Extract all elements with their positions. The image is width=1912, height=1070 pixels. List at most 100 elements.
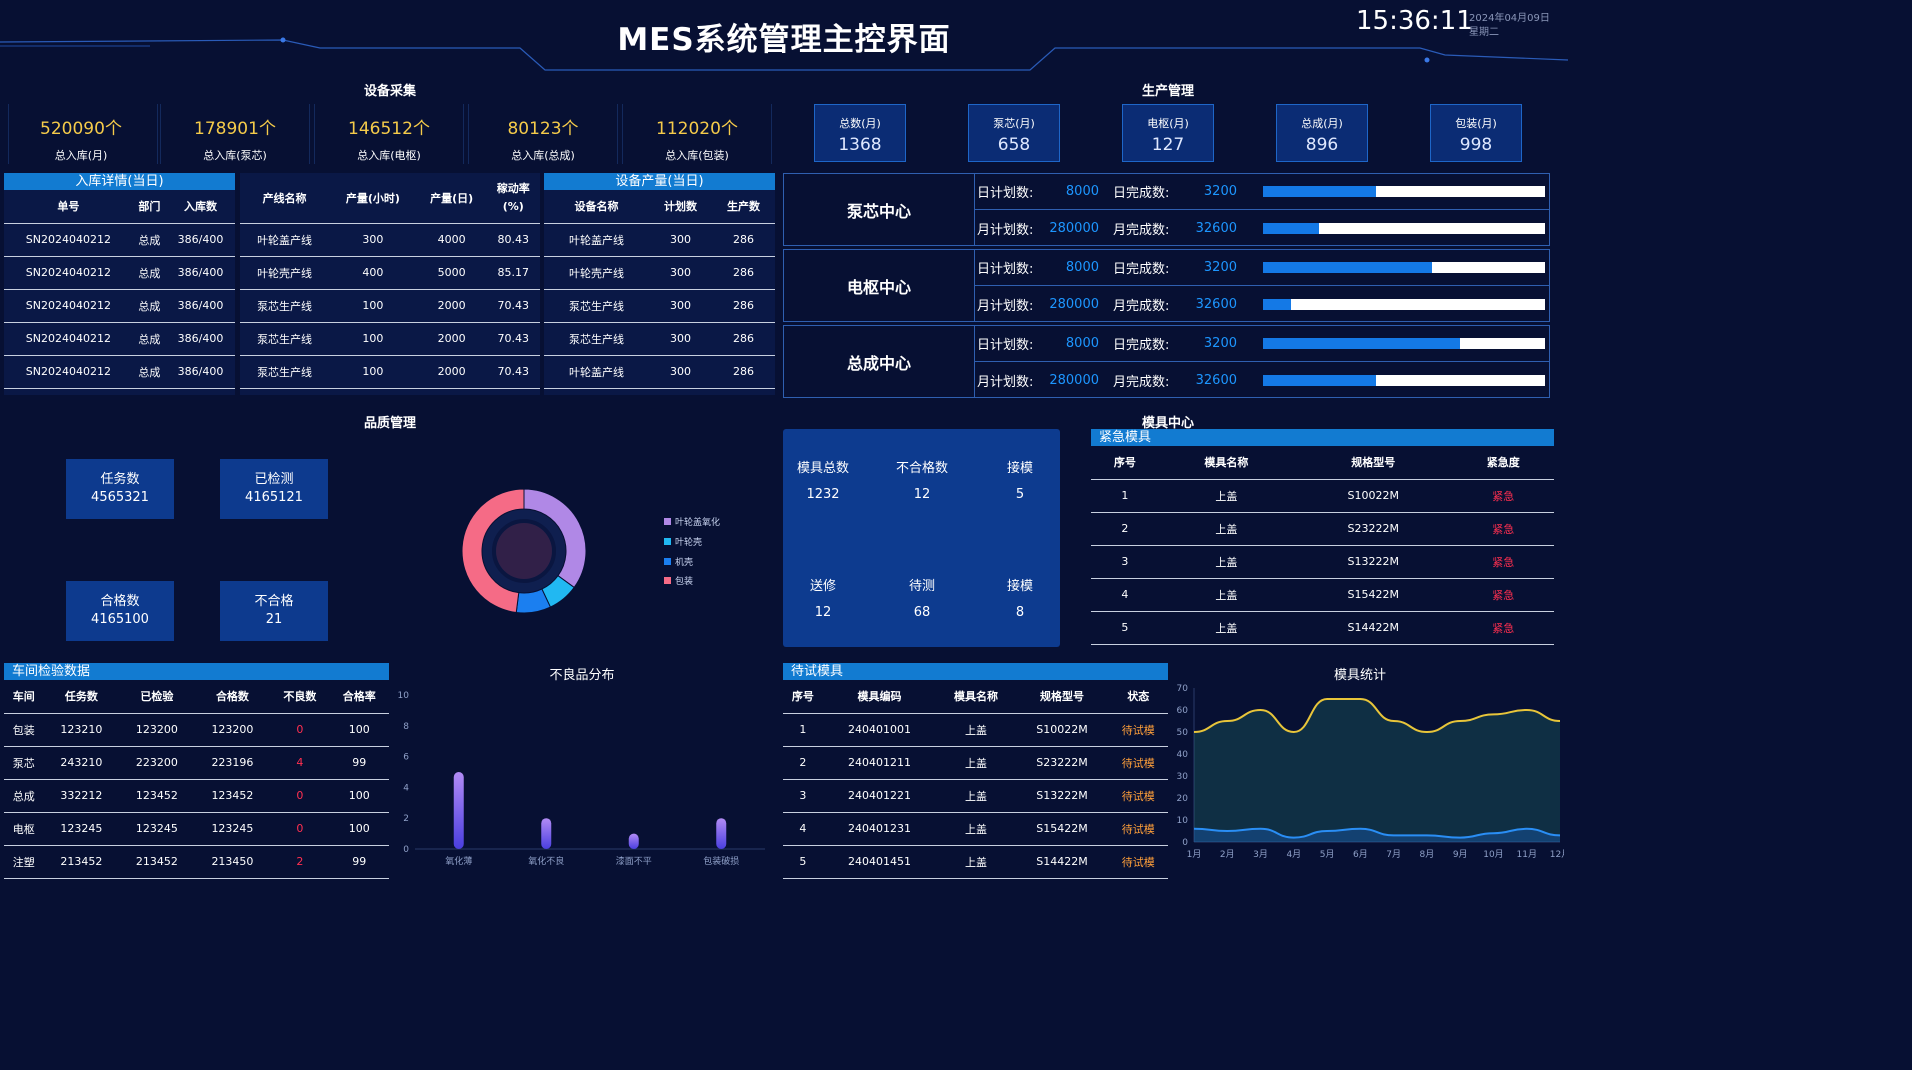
production-section-title: 生产管理 (1141, 84, 1194, 99)
cell: 上盖 (936, 845, 1016, 879)
cell: 泵芯生产线 (240, 322, 330, 356)
table-row[interactable]: 泵芯生产线 100 2000 70.43 (240, 355, 540, 389)
table-row[interactable]: SN2024040212 总成 386/400 (4, 355, 235, 389)
table-row[interactable]: 5 上盖 S14422M 紧急 (1091, 611, 1554, 645)
pending-molds-table: 序号 模具编码 模具名称 规格型号 状态 1 240401001 上盖 S10022M 待试模 … (783, 680, 1168, 879)
cell: 223196 (194, 746, 271, 780)
cell: 3 (783, 779, 823, 813)
production-box-label: 泵芯(月) (993, 117, 1035, 130)
x-tick-label: 8月 (1420, 849, 1435, 860)
x-tick-label: 7月 (1386, 849, 1401, 860)
mold-cell-label: 接模 (1006, 461, 1033, 476)
quality-box: 已检测 4165121 (220, 459, 328, 519)
table-row[interactable]: SN2024040212 总成 386/400 (4, 256, 235, 290)
cell: 上盖 (936, 779, 1016, 813)
progress-fill (1263, 338, 1461, 349)
table-row[interactable]: 1 240401001 上盖 S10022M 待试模 (783, 713, 1168, 747)
x-tick-label: 包装破损 (703, 855, 739, 867)
column-header: 合格率 (329, 680, 389, 714)
table-row[interactable]: 2 240401211 上盖 S23222M 待试模 (783, 746, 1168, 780)
legend-item[interactable]: 包装 (664, 574, 693, 587)
cell: 300 (649, 256, 712, 290)
column-header: 部门 (132, 190, 166, 224)
cell: 泵芯 (4, 746, 44, 780)
table-row[interactable]: 泵芯生产线 100 2000 70.43 (240, 322, 540, 356)
table-row[interactable]: 叶轮盖产线 300 286 (544, 223, 775, 257)
cell: 243210 (43, 746, 120, 780)
table-row[interactable]: 叶轮壳产线 400 5000 85.17 (240, 256, 540, 290)
table-row[interactable]: 泵芯生产线 100 2000 70.43 (240, 289, 540, 323)
production-box-label: 总数(月) (839, 117, 881, 130)
table-row[interactable]: 5 240401451 上盖 S14422M 待试模 (783, 845, 1168, 879)
defect-count: 4 (270, 746, 330, 780)
cell: 叶轮壳产线 (544, 256, 649, 290)
bar[interactable] (716, 818, 727, 849)
legend-item[interactable]: 叶轮壳 (664, 535, 702, 548)
cell: 上盖 (1158, 545, 1295, 579)
table-row[interactable]: 总成 332212 123452 123452 0 100 (4, 779, 389, 813)
cell: 总成 (132, 322, 166, 356)
bar[interactable] (453, 772, 464, 849)
table-row[interactable]: 包装 123210 123200 123200 0 100 (4, 713, 389, 747)
cell: 2000 (416, 289, 487, 323)
cell: 123452 (194, 779, 271, 813)
table-row[interactable]: 注塑 213452 213452 213450 2 99 (4, 845, 389, 879)
done-value: 32600 (1195, 372, 1237, 388)
cell: 386/400 (165, 223, 235, 257)
bar[interactable] (541, 818, 552, 849)
series-line[interactable] (1193, 827, 1561, 839)
table-header-row: 序号 模具编码 模具名称 规格型号 状态 (783, 680, 1168, 714)
progress-bar (1263, 374, 1545, 386)
progress-bar (1263, 338, 1545, 349)
production-box-value: 896 (1305, 135, 1339, 155)
table-row[interactable]: 4 上盖 S15422M 紧急 (1091, 578, 1554, 612)
cell: 100 (329, 355, 417, 389)
table-row[interactable]: 4 240401231 上盖 S15422M 待试模 (783, 812, 1168, 846)
progress-bar (1263, 222, 1545, 234)
cell: 300 (649, 223, 712, 257)
legend-item[interactable]: 叶轮盖氧化 (664, 515, 720, 528)
table-row[interactable]: SN2024040212 总成 386/400 (4, 289, 235, 323)
table-row[interactable]: 泵芯生产线 300 286 (544, 289, 775, 323)
table-row[interactable]: 叶轮壳产线 300 286 (544, 256, 775, 290)
table-row[interactable]: 电枢 123245 123245 123245 0 100 (4, 812, 389, 846)
donut-core (496, 523, 552, 579)
cell: 泵芯生产线 (240, 289, 330, 323)
table-header-row: 产线名称 产量(小时) 产量(日) 稼动率 (%) (240, 173, 540, 224)
column-header: 产量(日) (416, 173, 487, 224)
column-header: 紧急度 (1452, 446, 1554, 480)
cell: 上盖 (1158, 578, 1295, 612)
bar[interactable] (628, 833, 639, 849)
table-row[interactable]: 泵芯生产线 300 286 (544, 322, 775, 356)
x-tick-label: 1月 (1187, 849, 1202, 860)
page-title: MES系统管理主控界面 (617, 22, 951, 58)
table-row[interactable]: 3 240401221 上盖 S13222M 待试模 (783, 779, 1168, 813)
table-row[interactable]: 叶轮盖产线 300 4000 80.43 (240, 223, 540, 257)
table-row[interactable]: 泵芯 243210 223200 223196 4 99 (4, 746, 389, 780)
legend-item[interactable]: 机壳 (664, 555, 693, 568)
urgency-badge: 紧急 (1452, 611, 1554, 645)
table-row[interactable]: 3 上盖 S13222M 紧急 (1091, 545, 1554, 579)
table-row[interactable]: 2 上盖 S23222M 紧急 (1091, 512, 1554, 546)
y-tick-label: 10 (1177, 816, 1189, 826)
series-line[interactable] (1193, 698, 1561, 734)
cell: 70.43 (486, 355, 540, 389)
urgency-badge: 紧急 (1452, 578, 1554, 612)
table-row[interactable]: SN2024040212 总成 386/400 (4, 322, 235, 356)
progress-bar (1263, 262, 1545, 273)
table-row[interactable]: 叶轮盖产线 300 286 (544, 355, 775, 389)
center-name: 泵芯中心 (846, 201, 911, 221)
column-header: 计划数 (649, 190, 712, 224)
quality-box: 不合格 21 (220, 581, 328, 641)
series-area (1194, 828, 1560, 842)
table-row[interactable]: SN2024040212 总成 386/400 (4, 223, 235, 257)
cell: S23222M (1015, 746, 1109, 780)
pie-slice[interactable] (461, 488, 525, 614)
y-tick-label: 8 (403, 722, 409, 732)
quality-box-label: 任务数 (100, 472, 140, 487)
cell: S15422M (1015, 812, 1109, 846)
cell: 123200 (119, 713, 195, 747)
clock-time: 15:36:11 (1356, 6, 1473, 36)
cell: 100 (329, 713, 389, 747)
table-row[interactable]: 1 上盖 S10022M 紧急 (1091, 479, 1554, 513)
